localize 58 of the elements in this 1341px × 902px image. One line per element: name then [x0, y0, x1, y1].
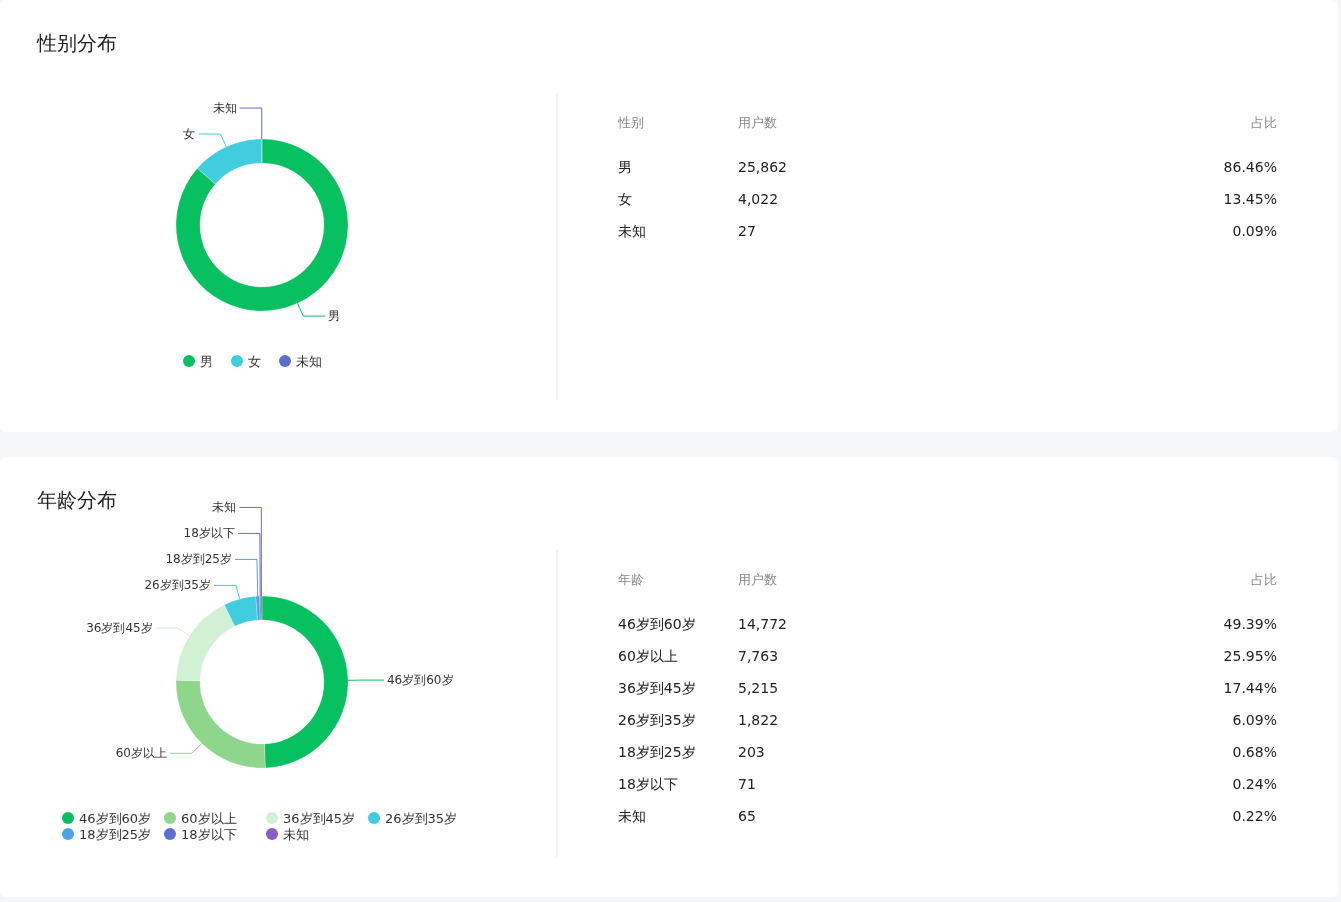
chart-title: 年龄分布 — [37, 488, 117, 512]
category-label: 26岁到35岁 — [618, 712, 696, 728]
category-label: 18岁以下 — [618, 776, 678, 792]
chart-title: 性别分布 — [36, 31, 117, 55]
legend-label: 46岁到60岁 — [79, 811, 152, 826]
text: 用户数 — [738, 572, 777, 587]
text: 0.09% — [1232, 223, 1277, 239]
text: 4,022 — [738, 191, 779, 207]
text: 性别 — [617, 115, 644, 130]
legend-label: 36岁到45岁 — [283, 811, 356, 826]
text: 年龄 — [618, 572, 644, 587]
legend-label: 18岁到25岁 — [79, 827, 152, 842]
legend-label: 18岁以下 — [181, 827, 237, 842]
category-label: 60岁以上 — [618, 648, 678, 664]
text: 0.22% — [1232, 808, 1277, 824]
legend-label: 未知 — [296, 354, 322, 369]
category-label: 男 — [618, 159, 632, 175]
legend-label: 女 — [248, 354, 261, 369]
slice-label: 男 — [328, 309, 341, 324]
text: 25,862 — [738, 159, 787, 175]
category-label: 女 — [618, 191, 632, 207]
legend-label: 男 — [200, 354, 213, 369]
slice-label: 18岁到25岁 — [165, 552, 232, 567]
category-label: 46岁到60岁 — [618, 616, 696, 632]
text: 14,772 — [738, 616, 787, 632]
slice-label: 60岁以上 — [115, 746, 167, 761]
text: 5,215 — [738, 680, 779, 696]
text: 0.24% — [1232, 776, 1277, 792]
text: 13.45% — [1223, 191, 1277, 207]
slice-label: 36岁到45岁 — [86, 621, 153, 636]
text: 65 — [738, 808, 756, 824]
category-label: 18岁到25岁 — [618, 744, 696, 760]
legend-label: 26岁到35岁 — [385, 811, 458, 826]
slice-label: 未知 — [212, 101, 237, 116]
category-label: 未知 — [618, 808, 646, 824]
slice-label: 18岁以下 — [183, 526, 235, 541]
text: 0.68% — [1232, 744, 1277, 760]
text: 用户数 — [738, 115, 777, 130]
text: 17.44% — [1223, 680, 1277, 696]
text: 203 — [738, 744, 765, 760]
text: 占比 — [1251, 572, 1277, 587]
category-label: 未知 — [618, 223, 646, 239]
text: 71 — [738, 776, 756, 792]
slice-label: 46岁到60岁 — [386, 673, 454, 688]
text: 49.39% — [1223, 616, 1277, 632]
legend-label: 60岁以上 — [181, 811, 237, 826]
slice-label: 未知 — [212, 500, 237, 515]
legend-label: 未知 — [283, 827, 309, 842]
slice-label: 女 — [183, 127, 196, 142]
text: 27 — [738, 223, 756, 239]
text: 25.95% — [1223, 648, 1277, 664]
slice-label: 26岁到35岁 — [144, 578, 212, 593]
text: 7,763 — [738, 648, 779, 664]
text: 6.09% — [1232, 712, 1277, 728]
text: 1,822 — [738, 712, 779, 728]
text: 占比 — [1251, 115, 1277, 130]
text: 86.46% — [1223, 159, 1277, 175]
category-label: 36岁到45岁 — [618, 680, 696, 696]
